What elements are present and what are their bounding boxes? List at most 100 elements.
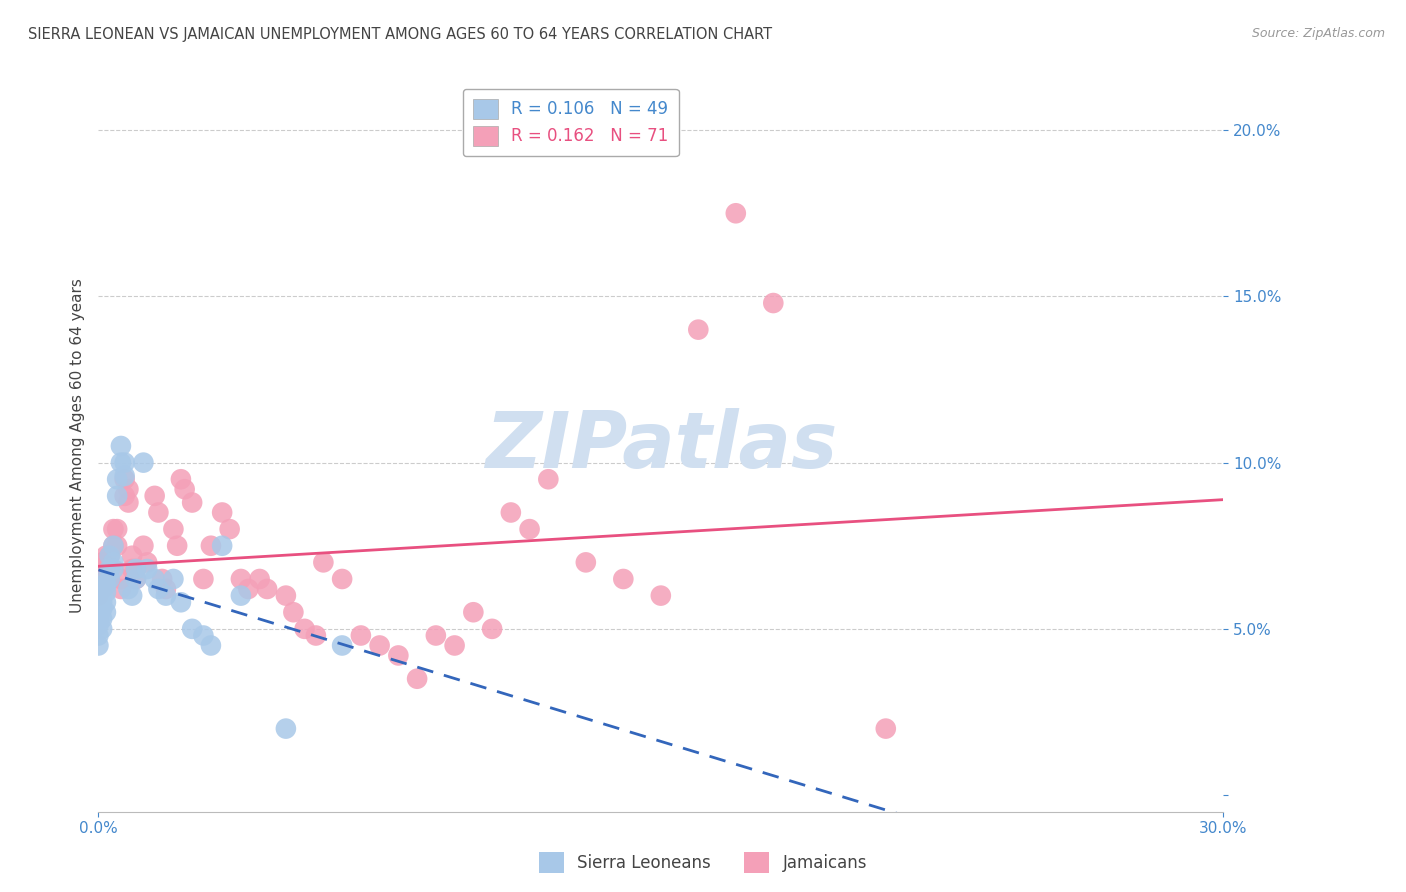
Text: Source: ZipAtlas.com: Source: ZipAtlas.com: [1251, 27, 1385, 40]
Point: [87, 612, 110, 626]
Point: [121, 562, 143, 576]
Point: [98, 562, 121, 576]
Point: [87, 602, 110, 616]
Point: [143, 572, 166, 586]
Point: [87, 572, 110, 586]
Point: [87, 618, 110, 632]
Point: [91, 555, 114, 569]
Point: [98, 549, 121, 563]
Point: [110, 439, 132, 453]
Point: [114, 489, 136, 503]
Point: [110, 456, 132, 470]
Point: [94, 579, 117, 593]
Point: [170, 595, 193, 609]
Point: [155, 589, 177, 603]
Point: [125, 572, 148, 586]
Point: [94, 572, 117, 586]
Point: [121, 589, 143, 603]
Point: [229, 589, 252, 603]
Legend: Sierra Leoneans, Jamaicans: Sierra Leoneans, Jamaicans: [533, 846, 873, 880]
Point: [132, 456, 155, 470]
Point: [274, 722, 297, 736]
Point: [155, 582, 177, 596]
Point: [481, 622, 503, 636]
Point: [103, 562, 125, 576]
Point: [200, 539, 222, 553]
Point: [537, 472, 560, 486]
Point: [211, 506, 233, 520]
Point: [103, 539, 125, 553]
Point: [110, 572, 132, 586]
Point: [91, 622, 114, 636]
Point: [148, 582, 170, 596]
Point: [173, 482, 195, 496]
Point: [125, 562, 148, 576]
Point: [136, 562, 159, 576]
Point: [283, 605, 305, 619]
Point: [256, 582, 278, 596]
Point: [105, 539, 128, 553]
Point: [91, 602, 114, 616]
Point: [117, 582, 139, 596]
Point: [98, 572, 121, 586]
Point: [132, 539, 155, 553]
Point: [87, 595, 110, 609]
Point: [91, 572, 114, 586]
Point: [762, 296, 785, 310]
Point: [94, 595, 117, 609]
Point: [94, 585, 117, 599]
Point: [249, 572, 271, 586]
Point: [312, 555, 335, 569]
Point: [274, 589, 297, 603]
Point: [193, 628, 215, 642]
Point: [143, 489, 166, 503]
Point: [121, 549, 143, 563]
Point: [162, 572, 184, 586]
Point: [94, 605, 117, 619]
Point: [193, 572, 215, 586]
Point: [91, 582, 114, 596]
Point: [218, 522, 240, 536]
Point: [103, 522, 125, 536]
Point: [87, 605, 110, 619]
Point: [724, 206, 747, 220]
Point: [350, 628, 373, 642]
Point: [150, 572, 173, 586]
Point: [125, 572, 148, 586]
Point: [238, 582, 260, 596]
Point: [117, 495, 139, 509]
Point: [425, 628, 447, 642]
Point: [170, 472, 193, 486]
Point: [117, 482, 139, 496]
Point: [87, 628, 110, 642]
Point: [499, 506, 522, 520]
Point: [98, 562, 121, 576]
Point: [406, 672, 429, 686]
Point: [114, 469, 136, 483]
Point: [103, 539, 125, 553]
Point: [612, 572, 634, 586]
Point: [387, 648, 409, 663]
Point: [200, 639, 222, 653]
Point: [463, 605, 485, 619]
Point: [98, 572, 121, 586]
Point: [91, 585, 114, 599]
Point: [136, 555, 159, 569]
Point: [94, 572, 117, 586]
Point: [103, 555, 125, 569]
Point: [114, 472, 136, 486]
Point: [330, 572, 353, 586]
Point: [305, 628, 328, 642]
Point: [229, 572, 252, 586]
Point: [110, 582, 132, 596]
Point: [98, 549, 121, 563]
Point: [181, 495, 204, 509]
Point: [330, 639, 353, 653]
Point: [294, 622, 316, 636]
Point: [688, 323, 710, 337]
Point: [211, 539, 233, 553]
Point: [87, 579, 110, 593]
Point: [148, 506, 170, 520]
Point: [575, 555, 598, 569]
Point: [87, 589, 110, 603]
